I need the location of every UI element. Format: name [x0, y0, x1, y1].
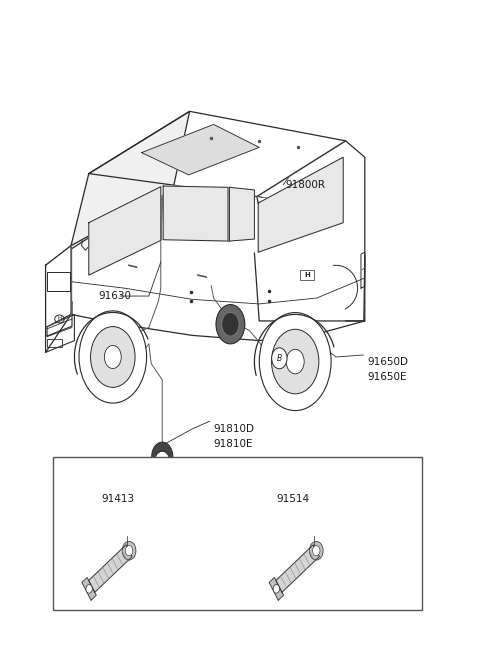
Text: H: H — [58, 316, 61, 322]
Circle shape — [86, 584, 92, 593]
Text: B: B — [277, 354, 282, 363]
Text: B: B — [253, 470, 259, 479]
Polygon shape — [46, 246, 71, 328]
Bar — [53, 457, 422, 610]
Text: 91810D: 91810D — [214, 424, 254, 434]
Bar — [47, 339, 62, 347]
Polygon shape — [163, 186, 228, 241]
Circle shape — [122, 541, 136, 560]
Text: A: A — [68, 470, 74, 479]
Circle shape — [259, 312, 331, 411]
Circle shape — [216, 305, 245, 344]
Text: 91413: 91413 — [101, 494, 134, 504]
Circle shape — [61, 462, 81, 488]
Text: 91810E: 91810E — [214, 439, 253, 449]
Circle shape — [104, 345, 121, 369]
Polygon shape — [71, 111, 190, 246]
Circle shape — [273, 584, 279, 593]
Polygon shape — [269, 578, 284, 600]
Text: 91800R: 91800R — [286, 179, 325, 190]
Text: 91630: 91630 — [98, 291, 132, 301]
Text: 0.245: 0.245 — [122, 489, 126, 491]
Bar — [47, 272, 70, 291]
Polygon shape — [276, 545, 319, 592]
Text: H: H — [304, 272, 310, 278]
Polygon shape — [82, 578, 96, 600]
Circle shape — [91, 327, 135, 387]
Polygon shape — [258, 157, 343, 252]
Text: 91514: 91514 — [276, 494, 310, 504]
Bar — [300, 270, 314, 280]
Circle shape — [222, 312, 239, 336]
Circle shape — [79, 311, 146, 403]
Circle shape — [246, 462, 265, 488]
Polygon shape — [89, 111, 346, 196]
Circle shape — [312, 546, 320, 555]
Circle shape — [155, 451, 170, 472]
Circle shape — [272, 348, 287, 369]
Text: 91650E: 91650E — [367, 371, 407, 382]
Circle shape — [272, 329, 319, 394]
Polygon shape — [89, 187, 161, 275]
Polygon shape — [142, 124, 259, 175]
Circle shape — [152, 442, 173, 471]
Circle shape — [125, 546, 133, 555]
Circle shape — [286, 349, 304, 374]
Circle shape — [310, 541, 323, 560]
Polygon shape — [89, 545, 132, 592]
Text: 91650D: 91650D — [367, 356, 408, 367]
Polygon shape — [229, 187, 254, 241]
Text: A: A — [160, 457, 165, 466]
